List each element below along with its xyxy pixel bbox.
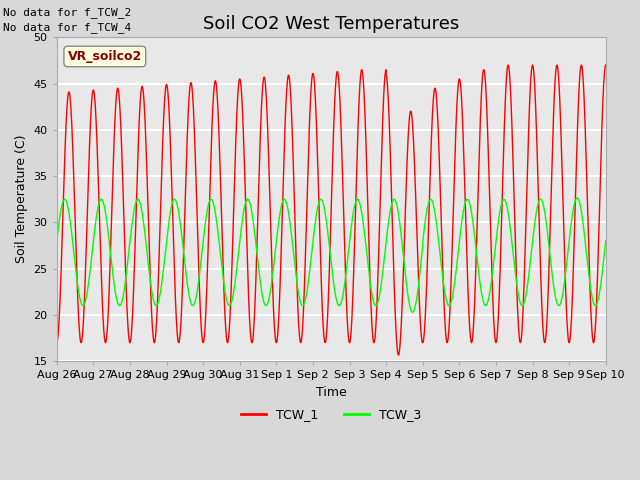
Title: Soil CO2 West Temperatures: Soil CO2 West Temperatures	[203, 15, 460, 33]
TCW_3	[53, 239, 61, 245]
TCW_3	[602, 238, 609, 243]
TCW_3	[591, 303, 599, 309]
TCW_1	[264, 115, 271, 120]
TCW_3	[287, 228, 295, 234]
TCW_3	[573, 195, 581, 201]
Line: TCW_3: TCW_3	[57, 198, 605, 312]
TCW_1	[532, 114, 540, 120]
Text: No data for f_TCW_2: No data for f_TCW_2	[3, 7, 131, 18]
Legend: TCW_1, TCW_3: TCW_1, TCW_3	[236, 403, 426, 426]
TCW_3	[532, 212, 540, 217]
TCW_1	[395, 352, 403, 358]
TCW_1	[148, 316, 156, 322]
TCW_3	[115, 303, 123, 309]
TCW_3	[264, 301, 271, 307]
Text: No data for f_TCW_4: No data for f_TCW_4	[3, 22, 131, 33]
TCW_1	[115, 96, 123, 102]
TCW_3	[409, 310, 417, 315]
TCW_1	[602, 62, 609, 68]
TCW_1	[53, 340, 61, 346]
TCW_1	[591, 328, 599, 334]
X-axis label: Time: Time	[316, 386, 347, 399]
Line: TCW_1: TCW_1	[57, 65, 605, 355]
Y-axis label: Soil Temperature (C): Soil Temperature (C)	[15, 135, 28, 264]
TCW_3	[148, 289, 156, 295]
Text: VR_soilco2: VR_soilco2	[68, 50, 142, 63]
TCW_1	[287, 99, 295, 105]
